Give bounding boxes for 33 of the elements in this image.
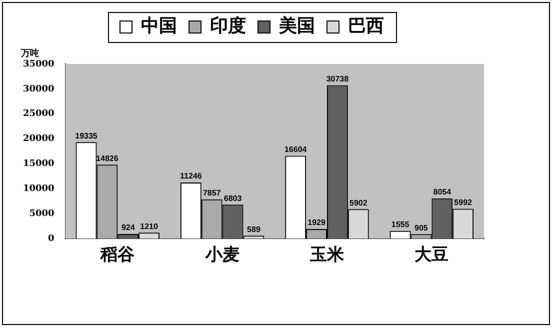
y-tick-label: 35000	[23, 59, 54, 70]
y-tick-label: 0	[48, 234, 54, 244]
data-label: 19335	[75, 131, 98, 140]
data-label: 6803	[224, 194, 242, 203]
data-label: 16604	[284, 144, 308, 154]
data-label: 589	[247, 224, 261, 234]
data-label: 5992	[454, 198, 473, 207]
y-tick-label: 10000	[23, 184, 54, 194]
data-label: 924	[121, 223, 136, 232]
x-tick-label: 小麦	[204, 245, 240, 266]
data-label: 1555	[391, 220, 410, 230]
data-label: 1210	[140, 222, 158, 231]
data-label: 7857	[202, 188, 222, 198]
data-label: 905	[414, 223, 428, 232]
legend-label: 巴西	[348, 16, 384, 37]
data-label: 8054	[433, 188, 452, 197]
y-axis-title: 万吨	[20, 48, 39, 59]
data-label: 11246	[180, 172, 202, 181]
data-label: 5902	[349, 198, 368, 208]
legend-label: 印度	[210, 16, 246, 37]
x-tick-label: 大豆	[414, 245, 449, 266]
data-label: 14826	[96, 154, 119, 163]
x-tick-label: 稻谷	[100, 245, 136, 266]
x-tick-label: 玉米	[308, 245, 345, 266]
y-tick-label: 15000	[23, 159, 54, 170]
y-tick-label: 25000	[23, 109, 54, 120]
y-tick-label: 30000	[23, 84, 54, 94]
y-tick-label: 5000	[29, 209, 54, 219]
data-label: 30738	[326, 74, 350, 84]
data-label: 1929	[308, 218, 326, 228]
y-tick-label: 20000	[23, 134, 54, 144]
legend-label: 中国	[141, 16, 177, 37]
legend-label: 美国	[278, 16, 315, 37]
